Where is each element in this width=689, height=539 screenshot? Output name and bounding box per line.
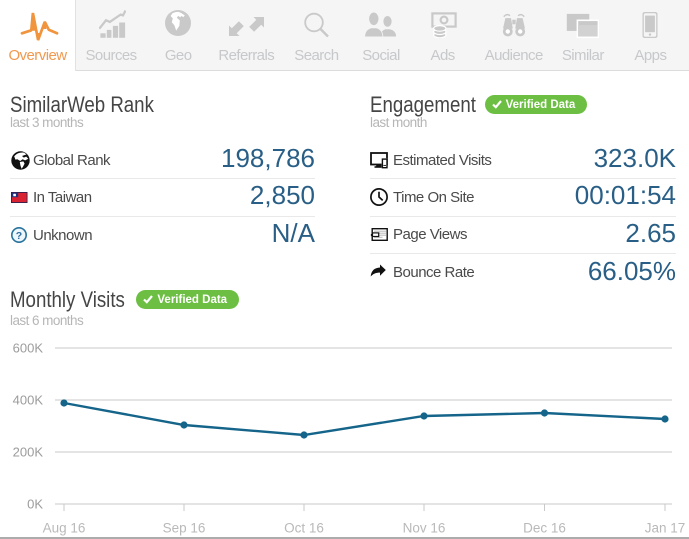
svg-text:200K: 200K	[13, 445, 44, 460]
svg-text:600K: 600K	[13, 341, 44, 356]
svg-text:400K: 400K	[13, 393, 44, 408]
svg-text:?: ?	[16, 230, 22, 242]
svg-text:0K: 0K	[27, 497, 43, 512]
svg-text:Nov 16: Nov 16	[403, 521, 446, 536]
svg-text:Sep 16: Sep 16	[163, 521, 206, 536]
svg-text:Dec 16: Dec 16	[523, 521, 566, 536]
svg-text:Oct 16: Oct 16	[284, 521, 324, 536]
svg-text:Aug 16: Aug 16	[43, 521, 86, 536]
svg-text:Jan 17: Jan 17	[645, 521, 686, 536]
